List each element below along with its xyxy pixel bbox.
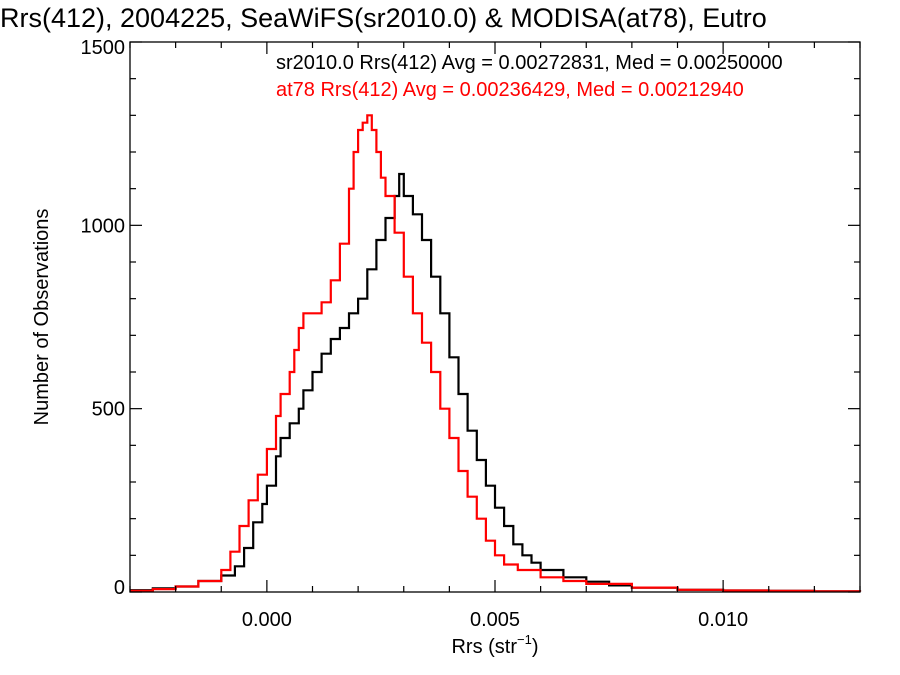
- x-axis-label: Rrs (str−1): [451, 632, 538, 658]
- series-line-0: [130, 172, 862, 593]
- x-axis-label-text: Rrs (str: [451, 636, 517, 658]
- y-tick-label: 1500: [81, 37, 126, 59]
- y-tick-label: 500: [92, 399, 125, 421]
- x-tick-label: 0.005: [470, 609, 520, 631]
- series-line-1: [130, 114, 862, 593]
- x-tick-label: 0.010: [698, 609, 748, 631]
- series-layer: [130, 114, 862, 593]
- tick-labels-layer: 0.000 0.005 0.010 0 500 1000 1500: [81, 37, 749, 631]
- x-axis-label-superscript: −1: [517, 632, 532, 647]
- y-tick-label: 0: [114, 577, 125, 599]
- y-axis-label: Number of Observations: [31, 209, 53, 426]
- legend-annotation-at78: at78 Rrs(412) Avg = 0.00236429, Med = 0.…: [276, 79, 744, 101]
- plot-frame: [129, 41, 861, 593]
- legend-annotation-sr2010: sr2010.0 Rrs(412) Avg = 0.00272831, Med …: [276, 52, 783, 74]
- x-tick-label: 0.000: [242, 609, 292, 631]
- ticks-layer: [129, 41, 861, 593]
- chart-title: Rrs(412), 2004225, SeaWiFS(sr2010.0) & M…: [0, 3, 767, 33]
- y-tick-label: 1000: [81, 215, 126, 237]
- x-axis-label-close: ): [532, 636, 539, 658]
